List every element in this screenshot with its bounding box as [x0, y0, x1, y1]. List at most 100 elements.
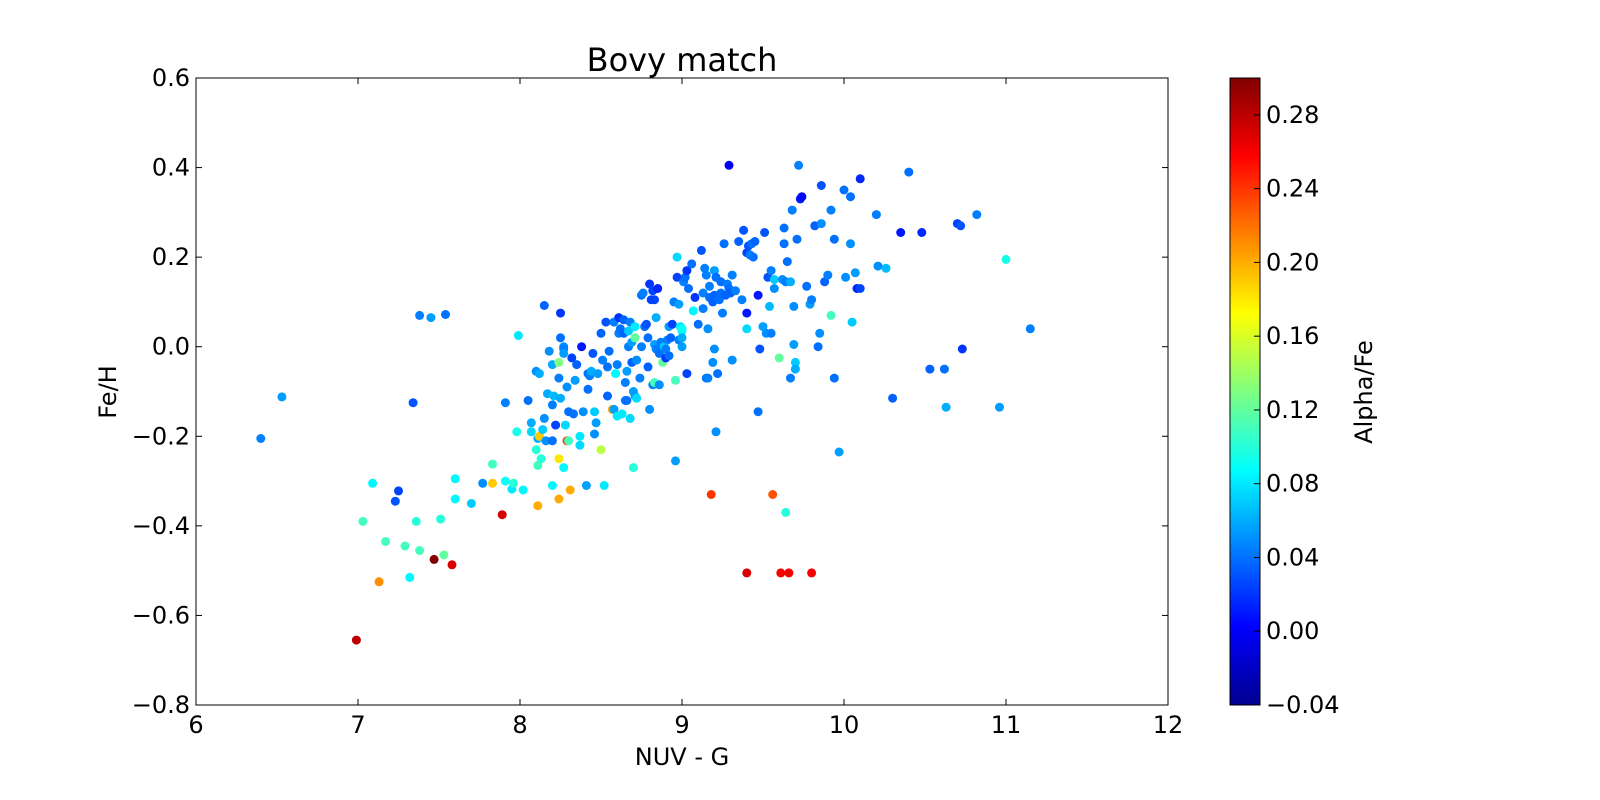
data-point — [671, 375, 680, 385]
data-point — [774, 353, 784, 363]
data-point — [488, 478, 497, 488]
data-point — [666, 333, 676, 343]
data-point — [871, 210, 881, 220]
data-point — [577, 342, 587, 352]
x-axis: 6 7 8 9 10 11 12 — [188, 78, 1183, 739]
data-point — [441, 310, 450, 319]
data-point — [598, 355, 608, 365]
data-point — [742, 568, 752, 578]
x-tick-label: 12 — [1153, 711, 1184, 739]
data-point — [547, 436, 557, 446]
data-point — [1025, 324, 1035, 334]
data-point — [620, 378, 630, 387]
data-point — [358, 516, 368, 526]
data-point — [622, 366, 632, 376]
y-tick-label: −0.8 — [132, 691, 190, 719]
data-point — [536, 454, 546, 464]
data-point — [829, 373, 839, 383]
data-point — [632, 393, 642, 403]
data-point — [786, 277, 795, 287]
data-point — [769, 275, 779, 284]
data-point — [790, 364, 800, 374]
data-point — [820, 277, 830, 287]
data-point — [661, 344, 671, 354]
colorbar-tick-label: −0.04 — [1266, 691, 1340, 719]
data-point — [731, 286, 740, 296]
data-point — [551, 420, 561, 430]
data-point — [816, 181, 826, 190]
chart-title: Bovy match — [587, 41, 778, 79]
data-point — [450, 494, 460, 504]
data-point — [739, 225, 749, 235]
data-point — [581, 481, 591, 490]
data-point — [429, 554, 439, 564]
data-point — [701, 270, 711, 280]
data-point — [583, 384, 593, 394]
data-point — [779, 239, 789, 249]
data-point — [709, 344, 719, 354]
data-point — [888, 393, 898, 403]
data-point — [565, 485, 575, 495]
x-tick-label: 10 — [829, 711, 860, 739]
data-point — [794, 160, 804, 170]
data-point — [572, 360, 582, 370]
data-point — [554, 357, 564, 367]
data-point — [556, 333, 565, 343]
y-tick-label: 0.2 — [152, 243, 190, 271]
data-point — [638, 288, 648, 298]
data-point — [539, 301, 549, 310]
data-point — [374, 577, 384, 587]
data-point — [651, 313, 661, 323]
y-tick-label: 0.6 — [152, 64, 190, 92]
data-point — [677, 342, 687, 352]
data-point — [693, 319, 703, 329]
data-point — [575, 440, 585, 450]
data-point — [415, 546, 425, 555]
data-point — [599, 481, 609, 490]
data-point — [748, 252, 758, 262]
data-point — [500, 476, 510, 486]
data-point — [256, 434, 266, 443]
data-point — [789, 340, 799, 349]
data-point — [755, 344, 765, 354]
data-point — [855, 284, 865, 293]
data-point — [776, 568, 786, 578]
data-point — [654, 380, 664, 390]
data-point — [531, 445, 541, 455]
data-point — [641, 319, 651, 329]
data-point — [826, 205, 836, 215]
data-point — [466, 499, 476, 508]
data-point — [713, 369, 723, 379]
data-point — [604, 346, 614, 356]
data-point — [518, 485, 528, 495]
data-point — [564, 436, 574, 446]
colorbar-tick-label: 0.04 — [1266, 543, 1319, 571]
data-point — [671, 456, 680, 466]
data-point — [643, 362, 653, 372]
data-point — [534, 431, 544, 441]
y-axis-label: Fe/H — [94, 365, 122, 418]
data-point — [368, 478, 378, 488]
data-point — [544, 346, 554, 356]
data-point — [567, 353, 577, 363]
data-point — [839, 185, 849, 195]
data-point — [415, 310, 425, 320]
x-tick-label: 6 — [188, 711, 203, 739]
data-point — [790, 357, 800, 367]
data-point — [512, 427, 522, 437]
scatter-points — [256, 160, 1035, 645]
data-point — [381, 537, 390, 546]
data-point — [813, 342, 823, 352]
data-point — [596, 445, 606, 455]
data-point — [734, 237, 744, 246]
data-point — [816, 219, 826, 229]
data-point — [603, 362, 612, 372]
x-tick-label: 11 — [991, 711, 1022, 739]
data-point — [846, 239, 855, 249]
data-point — [786, 373, 795, 383]
colorbar-axis: −0.04 0.00 0.04 0.08 0.12 0.16 0.20 0.24 0.28 — [1254, 101, 1340, 719]
data-point — [667, 319, 677, 329]
data-point — [719, 239, 729, 249]
data-point — [737, 295, 747, 305]
